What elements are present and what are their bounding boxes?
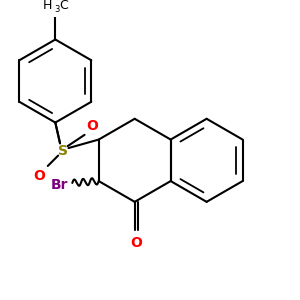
Text: 3: 3 (54, 5, 60, 14)
Text: O: O (131, 236, 142, 250)
Text: S: S (58, 144, 68, 158)
Text: Br: Br (51, 178, 68, 192)
Text: C: C (59, 0, 68, 12)
Text: O: O (86, 119, 98, 133)
Text: O: O (33, 169, 45, 183)
Text: H: H (43, 0, 52, 12)
